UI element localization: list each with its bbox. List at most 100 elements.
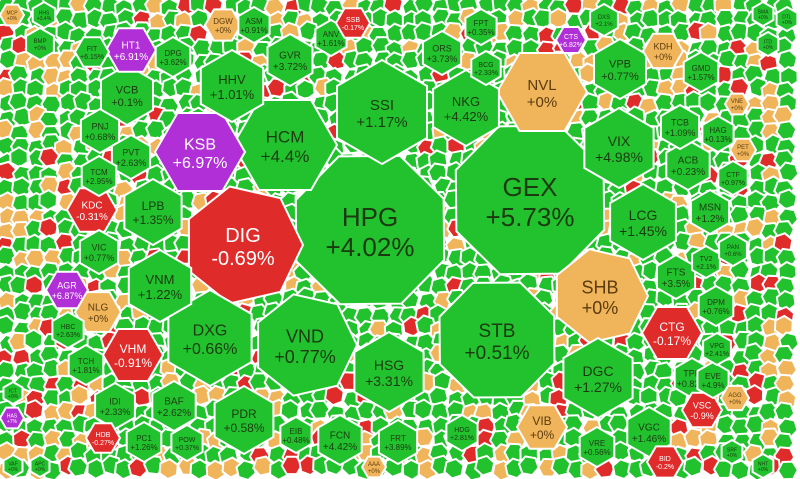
cell-hbc[interactable]: HBC+2.63% [51,310,85,350]
cell-cts[interactable]: CTS+6.82% [554,26,588,54]
cell-ticker: ASM [245,17,263,26]
cell-nlg[interactable]: NLG+0% [73,291,123,333]
cell-eib[interactable]: EIB+0.48% [279,415,313,455]
cell-vcb[interactable]: VCB+0.1% [100,63,154,127]
cell-tv2[interactable]: TV2+2.1% [691,244,721,280]
cell-itd[interactable]: ITD+0% [756,30,780,58]
cell-pvt[interactable]: PVT+2.63% [110,133,152,181]
cell-gmd[interactable]: GMD+1.57% [682,50,720,94]
cell-vix[interactable]: VIX+4.98% [583,106,655,190]
cell-change: +0% [35,467,46,473]
cell-gex[interactable]: GEX+5.73% [454,124,606,276]
cell-nht[interactable]: NHT+0% [751,452,775,479]
cell-dtl[interactable]: DTL+0% [775,5,799,33]
cell-hdb[interactable]: HDB-0.27% [84,422,122,454]
cell-shape [421,29,463,77]
cell-vnm[interactable]: VNM+1.22% [127,248,193,324]
cell-hsg[interactable]: HSG+3.31% [353,330,425,414]
cell-change: +3.62% [159,58,186,67]
cell-asm[interactable]: ASM+0.91% [237,5,271,45]
cell-vhm[interactable]: VHM-0.91% [101,328,165,382]
cell-nvl[interactable]: NVL+0% [495,52,589,132]
cell-acb[interactable]: ACB+0.23% [665,138,711,192]
cell-has[interactable]: HAS+7% [0,406,26,430]
cell-pet[interactable]: PET+0% [728,137,758,163]
cell-hag[interactable]: HAG+0.13% [701,114,735,154]
cell-ssi[interactable]: SSI+1.17% [336,58,428,166]
cell-ticker: VNE [731,99,743,105]
cell-pow[interactable]: POW+0.37% [170,423,204,463]
cell-baf[interactable]: BAF+2.62% [151,379,197,433]
cell-change: +0% [215,26,231,35]
cell-vnd[interactable]: VND+0.77% [257,293,359,397]
cell-ict[interactable]: ICT+0% [2,380,24,406]
cell-vpg[interactable]: VPG+2.41% [702,331,732,367]
cell-frt[interactable]: FRT+3.89% [377,418,419,466]
cell-mcp[interactable]: MCP+0% [0,3,26,27]
cell-change: +0.56% [583,448,610,457]
cell-lpb[interactable]: LPB+1.35% [123,177,183,247]
cell-idi[interactable]: IDI+2.33% [94,381,136,431]
cell-bcg[interactable]: BCG+2.33% [470,49,502,87]
cell-dig[interactable]: DIG-0.69% [187,185,305,305]
cell-vsc[interactable]: VSC-0.9% [680,391,724,429]
cell-ticker: PNJ [91,122,108,132]
cell-shape [583,106,655,190]
cell-hhv[interactable]: HHV+1.01% [199,48,265,124]
cell-msn[interactable]: MSN+1.2% [689,188,731,236]
cell-lcg[interactable]: LCG+1.45% [609,182,677,262]
cell-apc[interactable]: APC+0% [29,453,51,479]
cell-hdg[interactable]: HDG+2.81% [445,413,479,453]
cell-vne[interactable]: VNE+0% [723,92,751,116]
cell-vaf[interactable]: VAF+0% [2,453,24,479]
cell-change: +4.42% [323,442,357,453]
cell-ticker: HBC [61,324,76,331]
cell-hcm[interactable]: HCM+4.4% [231,99,339,191]
cell-aaa[interactable]: AAA+0% [360,455,388,479]
cell-sma[interactable]: SMA+0% [751,0,775,28]
cell-ksb[interactable]: KSB+6.97% [153,112,247,192]
cell-hhs[interactable]: HHS+3.4% [31,0,57,30]
cell-pan[interactable]: PAN+0.6% [718,232,748,268]
cell-ssb[interactable]: SSB-0.17% [334,7,372,39]
cell-fit[interactable]: FIT+6.15% [73,36,111,68]
cell-shape [728,137,758,163]
cell-agg[interactable]: AGG+0% [719,384,751,412]
cell-tch[interactable]: TCH+1.81% [67,343,105,387]
cell-agr[interactable]: AGR+6.87% [44,270,90,310]
cell-dpg[interactable]: DPG+3.62% [154,35,192,79]
cell-dgc[interactable]: DGC+1.27% [562,336,634,420]
cell-shape [257,293,359,397]
cell-ors[interactable]: ORS+3.73% [421,29,463,77]
cell-vpb[interactable]: VPB+0.77% [593,37,647,101]
cell-fcn[interactable]: FCN+4.42% [317,413,363,467]
cell-dxs[interactable]: DXS+2.1% [589,2,619,38]
cell-stb[interactable]: STB+0.51% [438,281,556,399]
cell-tcb[interactable]: TCB+1.09% [659,103,701,151]
cell-pc1[interactable]: PC1+1.26% [125,420,163,464]
cell-ctf[interactable]: CTF+0.97% [717,159,749,197]
cell-pnj[interactable]: PNJ+0.68% [79,107,121,155]
cell-shb[interactable]: SHB+0% [555,248,650,344]
cell-dgw[interactable]: DGW+0% [203,8,243,42]
minor-cell [413,398,434,421]
cell-dpm[interactable]: DPM+0.76% [697,284,735,328]
cell-bid[interactable]: BID-0.2% [645,445,685,479]
cell-change: +1.2% [696,214,725,225]
cell-kdh[interactable]: KDH+0% [641,32,685,70]
cell-ctg[interactable]: CTG-0.17% [640,306,704,360]
cell-nkg[interactable]: NKG+4.42% [432,68,500,148]
cell-vic[interactable]: VIC+0.77% [78,228,120,276]
cell-pdr[interactable]: PDR+0.58% [213,384,275,456]
cell-vre[interactable]: VRE+0.56% [578,425,616,469]
cell-fpt[interactable]: FPT+0.35% [464,7,498,47]
cell-tcm[interactable]: TCM+2.95% [80,154,118,198]
cell-hpg[interactable]: HPG+4.02% [294,154,446,306]
cell-eve[interactable]: EVE+4.9% [696,360,730,400]
cell-srf[interactable]: SRF+0% [720,438,744,466]
cell-vib[interactable]: VIB+0% [515,404,569,450]
cell-fts[interactable]: FTS+3.5% [655,253,697,301]
cell-bmp[interactable]: BMP+0% [25,26,55,62]
cell-gvr[interactable]: GVR+3.72% [266,32,314,88]
cell-shape [696,360,730,400]
